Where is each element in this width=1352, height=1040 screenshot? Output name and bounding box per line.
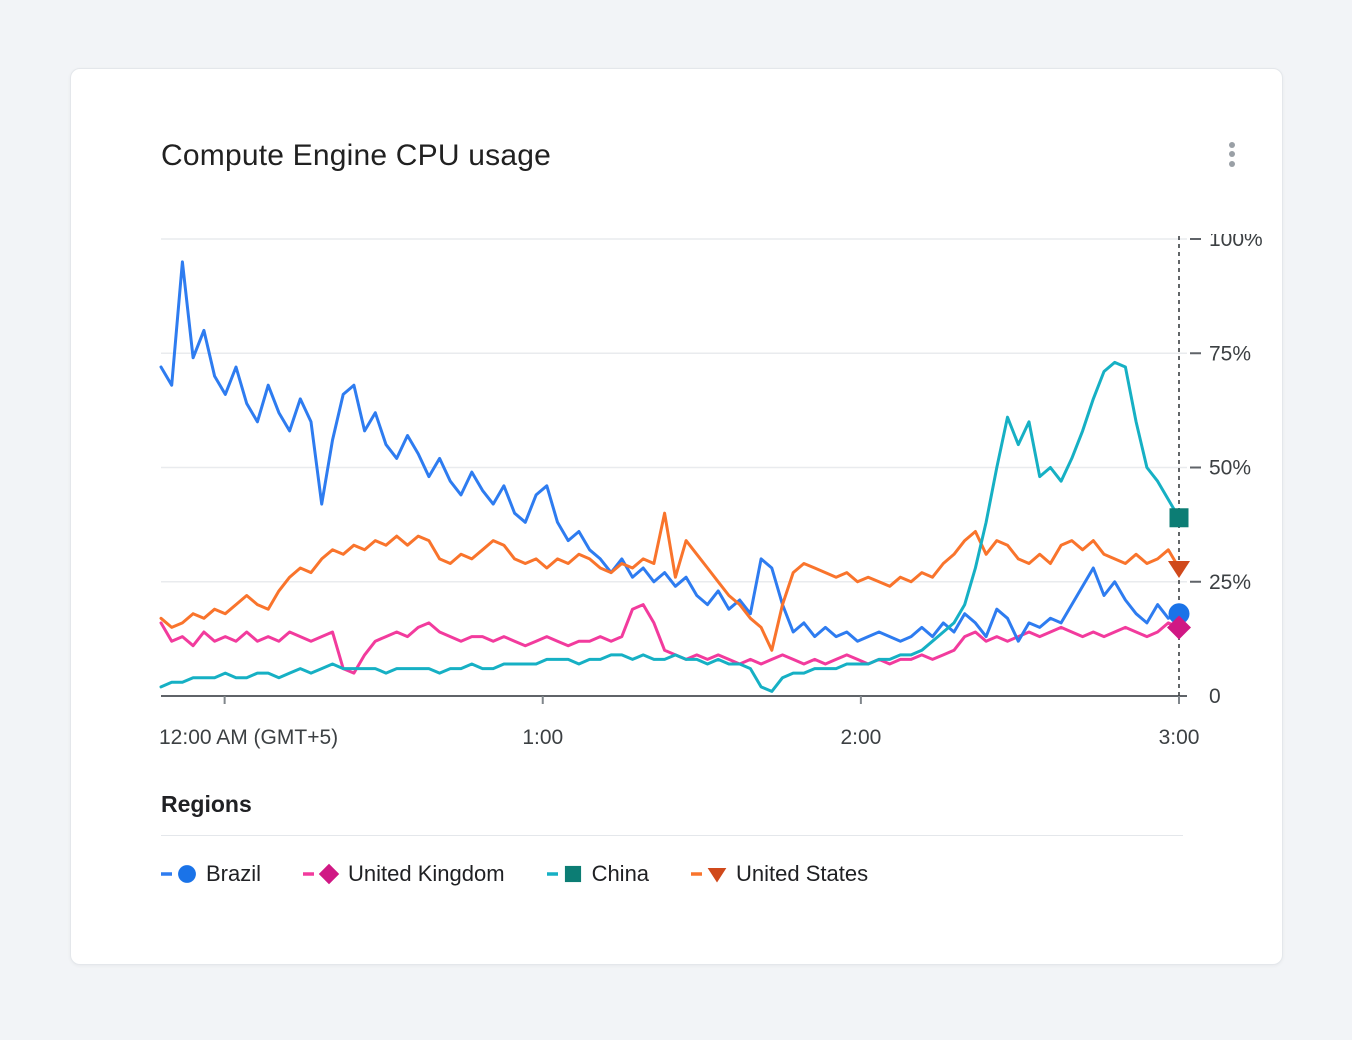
series-line-united-kingdom xyxy=(159,603,1181,675)
endpoint-marker-china xyxy=(1169,508,1189,528)
series-line-united-states xyxy=(159,511,1181,652)
y-axis-labels: 100% 75% 50% 25% 0 xyxy=(1190,234,1263,708)
endpoint-marker-united-kingdom xyxy=(1167,615,1191,640)
cpu-usage-chart[interactable]: 12:00 AM (GMT+5) 1:00 2:00 3:00 100% 75% 50% 25… xyxy=(91,234,1276,769)
legend-item-united-kingdom[interactable]: United Kingdom xyxy=(303,861,505,887)
svg-text:12:00 AM (GMT+5): 12:00 AM (GMT+5) xyxy=(159,726,338,749)
united-states-triangle-marker-icon xyxy=(691,862,729,886)
cpu-usage-card: Compute Engine CPU usage 12:00 AM (GMT+5… xyxy=(70,68,1283,965)
chart-canvas[interactable]: 12:00 AM (GMT+5) 1:00 2:00 3:00 100% 75% 50% 25… xyxy=(91,234,1276,769)
gridlines xyxy=(161,238,1187,583)
series-line-brazil xyxy=(159,260,1181,643)
svg-text:50%: 50% xyxy=(1209,457,1251,480)
legend-item-china[interactable]: China xyxy=(546,861,650,887)
svg-text:75%: 75% xyxy=(1209,342,1251,365)
kebab-menu-icon xyxy=(1229,138,1235,170)
legend-item-brazil[interactable]: Brazil xyxy=(161,861,261,887)
svg-text:25%: 25% xyxy=(1209,571,1251,594)
endpoint-marker-brazil xyxy=(1168,603,1190,625)
chart-title: Compute Engine CPU usage xyxy=(161,139,552,172)
legend-label: United Kingdom xyxy=(348,861,505,886)
x-axis-labels: 12:00 AM (GMT+5) 1:00 2:00 3:00 xyxy=(159,696,1199,749)
legend-divider xyxy=(161,835,1183,836)
legend-label: United States xyxy=(736,861,869,886)
svg-text:0: 0 xyxy=(1209,685,1221,708)
legend: Brazil United Kingdom China United State… xyxy=(161,861,868,887)
svg-text:1:00: 1:00 xyxy=(522,726,563,749)
china-square-marker-icon xyxy=(546,862,585,886)
legend-label: China xyxy=(591,861,650,886)
series-line-china xyxy=(159,360,1181,693)
more-options-button[interactable] xyxy=(1209,131,1255,177)
svg-text:100%: 100% xyxy=(1209,234,1263,251)
legend-item-united-states[interactable]: United States xyxy=(691,861,868,887)
svg-text:3:00: 3:00 xyxy=(1159,726,1200,749)
brazil-circle-marker-icon xyxy=(161,862,199,886)
legend-label: Brazil xyxy=(206,861,262,886)
united-kingdom-diamond-marker-icon xyxy=(303,862,341,886)
legend-title: Regions xyxy=(161,791,252,817)
svg-text:2:00: 2:00 xyxy=(840,726,881,749)
endpoint-marker-united-states xyxy=(1168,561,1190,579)
